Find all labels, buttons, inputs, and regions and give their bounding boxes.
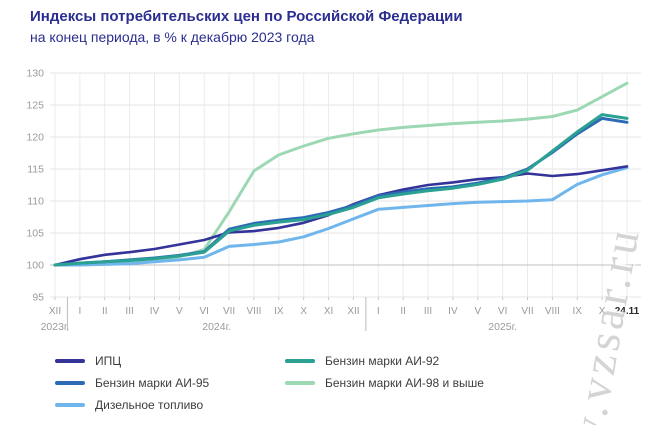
x-axis-tick-label: III: [424, 306, 432, 317]
y-axis-tick-label: 105: [26, 228, 44, 240]
x-axis-tick-label: III: [125, 306, 133, 317]
series-line-2: [53, 166, 629, 267]
x-axis-tick-label: 24.11: [615, 306, 640, 317]
chart-title: Индексы потребительских цен по Российско…: [30, 8, 463, 25]
legend-item: Бензин марки АИ-98 и выше: [285, 376, 484, 390]
legend-item: Дизельное топливо: [55, 398, 285, 412]
x-axis-tick-label: V: [474, 306, 481, 317]
x-axis-tick-label: VIII: [545, 306, 560, 317]
series-line-0: [53, 165, 629, 267]
x-axis-tick-label: II: [102, 306, 108, 317]
legend-item: Бензин марки АИ-95: [55, 376, 285, 390]
x-axis-tick-label: VI: [498, 306, 507, 317]
y-axis-tick-label: 95: [32, 292, 44, 304]
legend-swatch: [55, 359, 85, 363]
chart-legend: ИПЦ Бензин марки АИ-92 Бензин марки АИ-95 Б…: [55, 350, 484, 416]
y-axis-tick-label: 100: [26, 260, 44, 272]
x-axis-tick-label: I: [78, 306, 81, 317]
chart-subtitle: на конец периода, в % к декабрю 2023 год…: [30, 28, 315, 45]
x-axis-tick-label: IX: [274, 306, 284, 317]
legend-swatch: [285, 359, 315, 363]
x-axis-tick-label: XII: [49, 306, 61, 317]
x-axis-tick-label: IV: [448, 306, 458, 317]
legend-swatch: [55, 381, 85, 385]
x-axis-tick-label: V: [176, 306, 183, 317]
legend-swatch: [55, 403, 85, 407]
x-axis-tick-label: II: [400, 306, 406, 317]
x-axis-tick-label: XI: [324, 306, 333, 317]
x-axis-tick-label: X: [599, 306, 606, 317]
chart-header: Индексы потребительских цен по Российско…: [30, 8, 463, 46]
year-label: 2025г.: [488, 321, 517, 333]
x-axis-tick-label: IV: [150, 306, 160, 317]
legend-label: Бензин марки АИ-95: [95, 376, 210, 390]
y-axis-tick-label: 120: [26, 132, 44, 144]
legend-label: Бензин марки АИ-98 и выше: [325, 376, 484, 390]
legend-item: ИПЦ: [55, 354, 285, 368]
x-axis-tick-label: XII: [347, 306, 359, 317]
x-axis-tick-label: IX: [573, 306, 583, 317]
x-axis-tick-label: VII: [223, 306, 235, 317]
x-axis-tick-label: X: [300, 306, 307, 317]
y-axis-tick-label: 130: [26, 68, 44, 80]
y-axis-tick-label: 110: [27, 196, 44, 208]
x-axis-tick-label: VIII: [246, 306, 261, 317]
x-axis-tick-label: VII: [521, 306, 533, 317]
y-axis-tick-label: 115: [27, 164, 44, 176]
x-axis-tick-label: VI: [199, 306, 208, 317]
y-axis-tick-label: 125: [26, 100, 44, 112]
legend-label: Дизельное топливо: [95, 398, 204, 412]
legend-swatch: [285, 381, 315, 385]
series-line-1: [53, 116, 629, 267]
legend-label: ИПЦ: [95, 354, 122, 368]
x-axis-tick-label: I: [377, 306, 380, 317]
legend-label: Бензин марки АИ-92: [325, 354, 440, 368]
series-line-3: [53, 113, 629, 267]
legend-item: Бензин марки АИ-92: [285, 354, 484, 368]
year-label: 2024г.: [202, 321, 231, 333]
year-label: 2023г.: [41, 321, 70, 333]
